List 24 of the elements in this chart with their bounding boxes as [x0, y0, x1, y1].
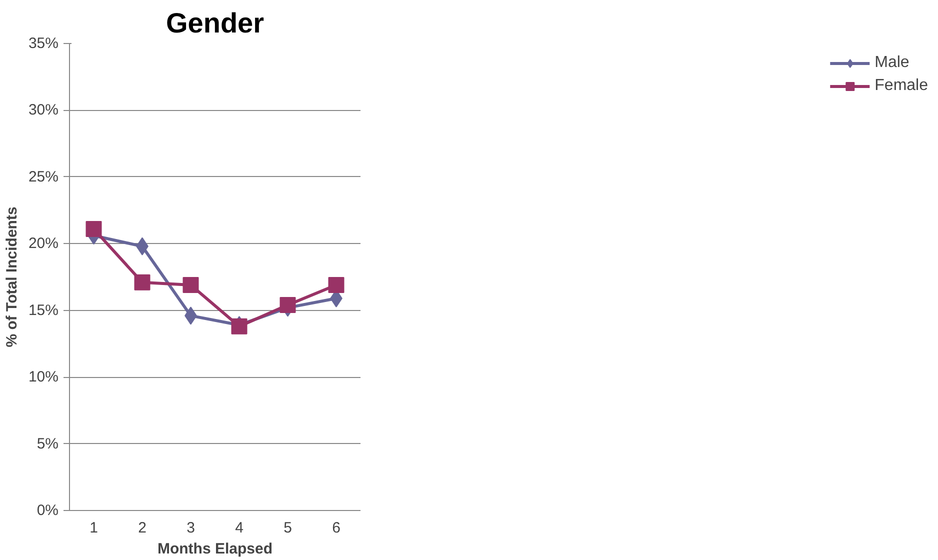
- y-tick-label: 25%: [28, 168, 59, 186]
- y-tick-label: 5%: [36, 435, 59, 452]
- x-tick-label: 6: [332, 520, 340, 536]
- legend-label: Male: [874, 54, 910, 72]
- x-axis-title: Months Elapsed: [157, 540, 273, 558]
- y-tick-label: 10%: [28, 368, 59, 386]
- legend-label: Female: [874, 77, 928, 95]
- x-tick-label: 4: [235, 520, 244, 536]
- point: [280, 297, 296, 314]
- y-tick-label: 20%: [28, 235, 59, 252]
- point: [86, 220, 102, 237]
- x-tick-label: 1: [90, 520, 98, 536]
- y-tick-label: 15%: [28, 302, 59, 319]
- x-tick-label: 3: [186, 520, 195, 536]
- y-axis-title: % of Total Incidents: [3, 206, 20, 348]
- y-tick-label: 35%: [28, 35, 59, 52]
- point: [134, 274, 150, 290]
- y-tick-label: 0%: [36, 502, 59, 519]
- y-tick-label: 30%: [28, 102, 59, 119]
- x-tick-label: 5: [284, 520, 292, 536]
- point: [182, 277, 199, 294]
- chart-title: Gender: [166, 8, 264, 38]
- x-tick-label: 2: [138, 520, 146, 536]
- point: [328, 277, 344, 294]
